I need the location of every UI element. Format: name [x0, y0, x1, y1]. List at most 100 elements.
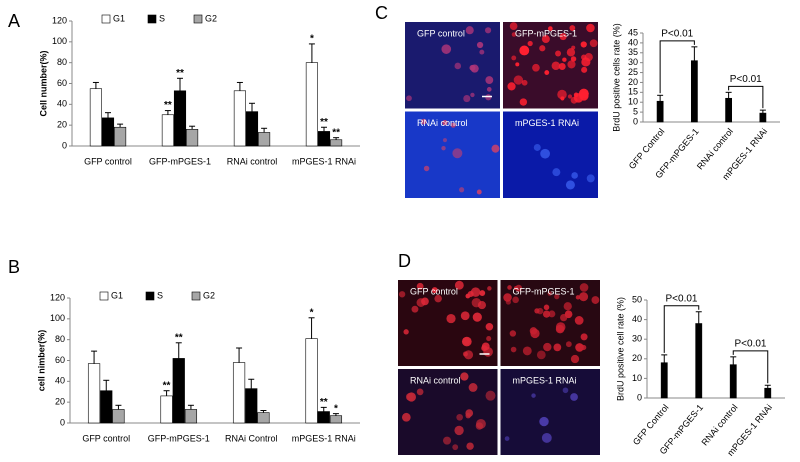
cell-nucleus [570, 56, 577, 62]
y-axis-label: Cell number(%) [38, 50, 48, 116]
bar [245, 388, 258, 424]
cell-nucleus [559, 33, 567, 41]
cell-nucleus [555, 324, 565, 334]
cell-nucleus [411, 305, 419, 313]
cell-nucleus [541, 35, 550, 44]
y-tick-label: 20 [55, 397, 65, 407]
error-bar [92, 81, 99, 89]
error-bar [103, 379, 110, 391]
legend-label: G2 [205, 13, 217, 23]
cell-nucleus [515, 284, 523, 292]
y-tick-label: 0 [62, 140, 67, 150]
y-axis-label: BrdU positive cell rate (%) [615, 297, 625, 401]
bar [161, 114, 174, 147]
cell-nucleus [530, 328, 540, 339]
image-label: RNAi control [410, 375, 461, 385]
bar [660, 362, 668, 399]
significance-bracket [663, 305, 700, 353]
cell-nucleus [446, 313, 456, 324]
cell-nucleus [401, 412, 411, 422]
cell-nucleus [509, 22, 518, 30]
error-bar [657, 94, 664, 102]
cell-nucleus [562, 387, 569, 394]
bar [764, 387, 772, 399]
x-tick-label: RNAi Control [225, 433, 278, 443]
error-bar [236, 81, 243, 91]
error-bar [695, 311, 702, 324]
cell-nucleus [536, 307, 544, 315]
bar [257, 412, 270, 424]
x-tick-label: GFP-mPGES-1 [149, 156, 211, 166]
cell-nucleus [573, 93, 584, 103]
cell-nucleus [483, 346, 493, 357]
cell-nucleus [515, 62, 520, 67]
bar [305, 338, 318, 424]
cell-nucleus [452, 444, 459, 451]
cell-nucleus [456, 413, 463, 421]
cell-nucleus [486, 336, 492, 342]
cell-nucleus [485, 94, 492, 101]
cell-nucleus [589, 39, 598, 48]
cell-nucleus [459, 187, 465, 193]
cell-nucleus [581, 66, 588, 73]
y-axis-label: cell nimber(%) [36, 330, 46, 392]
cell-nucleus [539, 419, 544, 425]
significance-label: P<0.01 [661, 28, 693, 39]
legend-swatch [147, 14, 157, 24]
y-tick-label: 50 [632, 294, 642, 304]
error-bar [332, 413, 339, 416]
cell-nucleus [527, 40, 533, 47]
cell-nucleus [565, 180, 575, 190]
bar [184, 409, 198, 424]
cell-nucleus [416, 282, 424, 290]
y-tick-label: 40 [57, 99, 67, 109]
bar [114, 126, 127, 147]
cell-nucleus [505, 299, 511, 305]
cell-nucleus [555, 50, 562, 57]
significance-label: P<0.01 [730, 74, 762, 85]
cell-nucleus [485, 390, 496, 401]
cell-nucleus [470, 287, 481, 297]
cell-nucleus [421, 118, 427, 125]
error-bar [163, 390, 170, 396]
y-tick-label: 40 [628, 37, 638, 47]
cell-nucleus [454, 62, 462, 70]
cell-nucleus [569, 25, 576, 31]
legend-swatch [101, 14, 111, 24]
cell-nucleus [570, 393, 578, 401]
error-bar [236, 347, 243, 363]
cell-nucleus [570, 354, 580, 364]
cell-nucleus [536, 350, 546, 360]
image-label: mPGES-1 RNAi [513, 375, 577, 385]
cell-nucleus [548, 26, 553, 31]
y-tick-label: 100 [50, 313, 65, 323]
y-tick-label: 60 [57, 78, 67, 88]
cell-nucleus [450, 122, 456, 128]
y-tick-label: 80 [57, 57, 67, 67]
cell-nucleus [571, 172, 578, 179]
significance-mark: ** [320, 397, 328, 408]
error-bar [115, 404, 122, 410]
significance-mark: ** [175, 332, 183, 343]
cell-nucleus [470, 92, 475, 98]
error-bar [260, 410, 267, 413]
error-bar [175, 342, 182, 359]
bar [112, 409, 125, 424]
error-bar [249, 102, 255, 112]
cell-nucleus [563, 302, 572, 311]
cell-nucleus [580, 333, 588, 341]
significance-mark: ** [332, 127, 340, 138]
cell-nucleus [479, 49, 485, 55]
cell-nucleus [431, 287, 438, 294]
error-bar [91, 350, 98, 364]
legend-swatch [99, 291, 109, 301]
error-bar [105, 112, 111, 118]
legend-label: S [157, 290, 163, 300]
x-tick-label: GFP control [84, 156, 132, 166]
image-label: GFP-mPGES-1 [515, 28, 577, 38]
cell-nucleus [484, 27, 492, 34]
cell-nucleus [580, 41, 587, 48]
bar [232, 362, 246, 424]
cell-nucleus [476, 189, 482, 195]
error-bar [189, 125, 196, 130]
